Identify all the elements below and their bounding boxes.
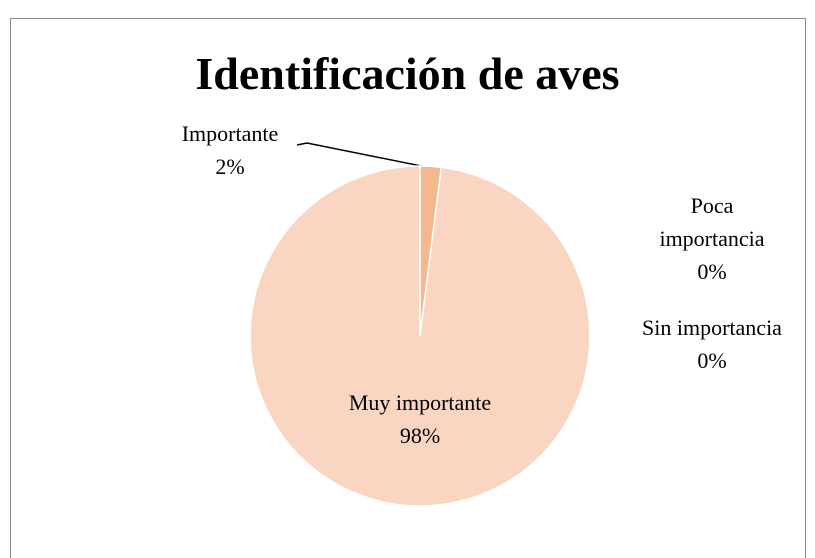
value-label: 2% <box>215 154 245 179</box>
value-label: 0% <box>697 348 727 373</box>
category-label: Importante <box>181 121 279 146</box>
data-label: Muy importante 98% <box>345 386 495 452</box>
leader-line <box>296 142 432 169</box>
category-label: Sin importancia <box>642 315 782 340</box>
category-label: Muy importante <box>348 390 492 415</box>
value-label: 0% <box>697 259 727 284</box>
data-label: Importante 2% <box>155 117 305 183</box>
value-label: 98% <box>399 423 441 448</box>
data-label: Poca importancia 0% <box>637 189 787 288</box>
data-label: Sin importancia 0% <box>637 311 787 377</box>
pie-slice <box>249 165 591 507</box>
chart-title: Identificación de aves <box>195 48 620 99</box>
category-label: Poca importancia <box>659 193 765 251</box>
